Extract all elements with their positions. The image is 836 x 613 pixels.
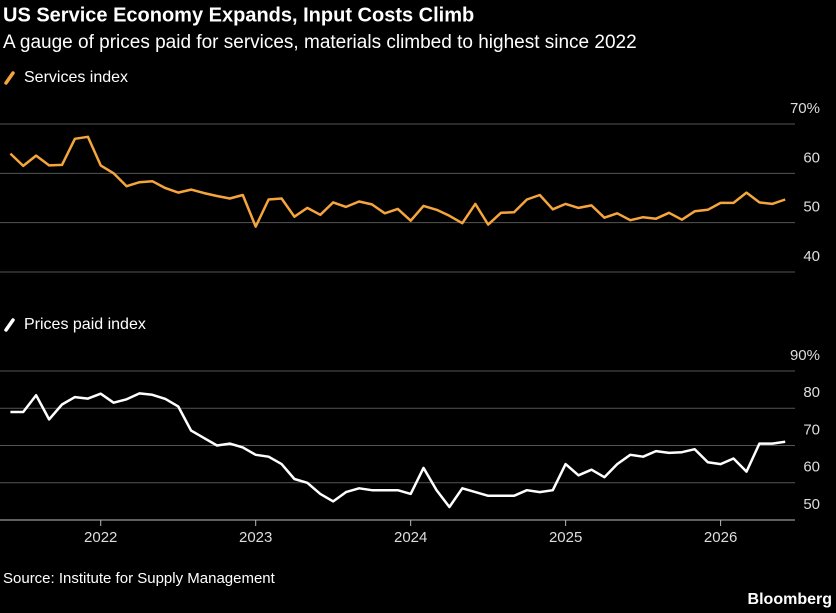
legend-label: Services index [24,69,128,86]
y-tick-label: 60 [803,459,820,476]
series-line [9,135,786,228]
y-tick-label: 70% [790,100,820,117]
x-tick-label: 2022 [84,529,117,546]
logo: Bloomberg [748,591,832,608]
chart-subtitle: A gauge of prices paid for services, mat… [3,32,637,53]
series-line [10,392,786,509]
legend-label: Prices paid index [24,316,146,333]
x-tick-label: 2024 [394,529,427,546]
y-tick-label: 80 [803,384,820,401]
y-tick-label: 90% [790,347,820,364]
legend-marker [4,71,15,85]
y-tick-label: 40 [803,248,820,265]
y-tick-label: 70 [803,421,820,438]
x-tick-label: 2025 [549,529,582,546]
chart-title: US Service Economy Expands, Input Costs … [3,4,474,26]
y-tick-label: 50 [803,496,820,513]
y-tick-label: 50 [803,199,820,216]
source: Source: Institute for Supply Management [3,570,276,587]
y-tick-label: 60 [803,149,820,166]
legend-marker [4,318,15,332]
x-tick-label: 2026 [704,529,737,546]
x-tick-label: 2023 [239,529,272,546]
